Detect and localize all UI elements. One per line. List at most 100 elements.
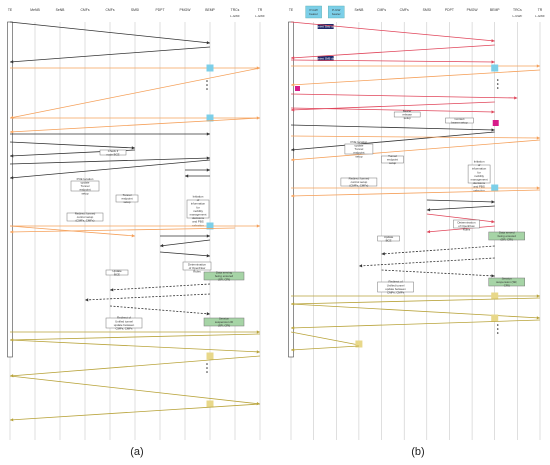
message-arrow-2-line: [290, 59, 495, 63]
message-arrow-16: [426, 213, 495, 224]
note-tunnel-text: setup: [389, 161, 396, 165]
panel-a-caption: (a): [130, 446, 144, 458]
message-arrow-0-line: [290, 21, 495, 42]
message-arrow-16-head: [206, 234, 210, 238]
message-arrow-1: [9, 46, 211, 64]
entity-label-8: BEMP: [205, 8, 215, 12]
dot-b5: [496, 328, 499, 330]
message-arrow-20: [381, 269, 495, 278]
message-arrow-23-head: [536, 316, 540, 320]
note-session-susp-text: suspension ID: [215, 320, 233, 324]
message-arrow-25-line: [290, 331, 359, 346]
message-arrow-5: [9, 117, 261, 134]
entity-label-11: TR: [538, 8, 543, 12]
dot-a4: [206, 80, 208, 82]
note-initiation-text: management: [190, 213, 207, 217]
note-tunnel-box: [381, 155, 404, 164]
magenta-box-1: [492, 120, 499, 126]
note-pce-text: Tunnel: [81, 184, 90, 188]
message-arrow-15-line: [9, 227, 236, 233]
dot-a5: [206, 84, 208, 86]
note-redirect-tunnel-text: update between: [114, 323, 135, 327]
message-arrow-10-head: [10, 176, 14, 180]
message-arrow-18: [381, 245, 495, 256]
message-arrow-23-line: [9, 333, 261, 341]
note-redirect-tunnel-text: update between: [385, 287, 406, 291]
entity-box-2: [328, 5, 345, 19]
note-pce-text: Tunnel: [355, 147, 364, 151]
note-tunnel-text: endpoint: [121, 197, 132, 201]
yellow-marker-0: [491, 292, 499, 300]
message-arrow-17-head: [426, 230, 431, 234]
message-arrow-16: [160, 234, 210, 238]
entity-label-0: TE: [8, 8, 13, 12]
message-arrow-20-line: [381, 269, 495, 277]
note-determination-text: Determination: [188, 262, 206, 266]
message-arrow-26-head: [291, 348, 295, 352]
message-arrow-22: [10, 330, 260, 334]
entity-label-4: CMFs: [105, 8, 114, 12]
dot-a3: [206, 371, 208, 373]
note-bearer-release-text: Bearer: [403, 109, 412, 113]
message-arrow-25-line: [9, 355, 261, 377]
note-data-serving-box: [203, 271, 245, 281]
message-arrow-5-head: [514, 96, 518, 100]
note-check-box: [99, 149, 127, 156]
note-determination-text: Rules: [193, 270, 201, 274]
note-check-text: Check if: [108, 149, 119, 153]
cyan-marker-0: [491, 64, 499, 72]
message-arrow-17-line: [426, 225, 495, 233]
message-arrow-5-line: [290, 93, 518, 99]
entity-label-9: BEMP: [490, 8, 500, 12]
note-redirect-text: (CMFs, CMFs): [349, 184, 368, 188]
cyan-marker-2: [206, 222, 214, 230]
note-initiation-text: information: [191, 202, 206, 206]
message-arrow-9-line: [290, 131, 495, 151]
note-pce-text: setup: [355, 154, 362, 158]
message-arrow-15-line: [426, 205, 495, 211]
note-session-susp-box: [488, 277, 525, 287]
message-arrow-10: [9, 159, 211, 180]
message-arrow-6: [10, 132, 210, 136]
note-redirect-box: [66, 212, 104, 222]
message-arrow-10-line: [9, 159, 211, 179]
message-arrow-4-head: [291, 83, 295, 87]
message-arrow-20-head: [491, 274, 495, 278]
message-arrow-24-head: [256, 350, 260, 354]
message-arrow-17: [426, 225, 495, 234]
note-initiation-text: mobility: [193, 209, 203, 213]
message-arrow-13-head: [256, 224, 260, 228]
message-arrow-10-line: [290, 135, 541, 139]
entity-label-1: P-GW: [310, 8, 318, 12]
navy-box-1-text: Context SMB data: [315, 57, 337, 61]
note-redirect-tunnel-text: CMFs, CMFs: [115, 327, 133, 331]
message-arrow-0: [290, 21, 495, 43]
note-bearer-release-text: setup: [404, 116, 411, 120]
message-arrow-12-head: [185, 174, 189, 178]
message-arrow-5: [290, 93, 518, 100]
note-update-bce-box: [105, 269, 129, 276]
message-arrow-19: [358, 257, 495, 268]
note-redirect-tunnel-text: Unified tunnel: [115, 319, 133, 323]
note-initiation-text: management: [471, 178, 488, 182]
message-arrow-19-head: [110, 288, 114, 292]
note-bearer-release-text: release: [402, 113, 412, 117]
note-determination-text: Rules: [463, 228, 471, 232]
message-arrow-20-head: [85, 298, 89, 302]
message-arrow-7-head: [491, 110, 495, 114]
entity-label-5: CMFs: [400, 8, 409, 12]
note-update-bce-text: Update: [112, 269, 122, 273]
note-initiation-text: decisions: [192, 216, 205, 220]
message-arrow-9-head: [291, 148, 295, 152]
navy-box-0-text: Context SMB data: [315, 25, 337, 29]
message-arrow-23-line: [290, 303, 541, 319]
entity-label-9: TRCs: [231, 8, 240, 12]
message-arrow-4-line: [290, 69, 541, 86]
message-arrow-15-head: [10, 230, 14, 234]
message-arrow-1-line: [9, 46, 211, 63]
